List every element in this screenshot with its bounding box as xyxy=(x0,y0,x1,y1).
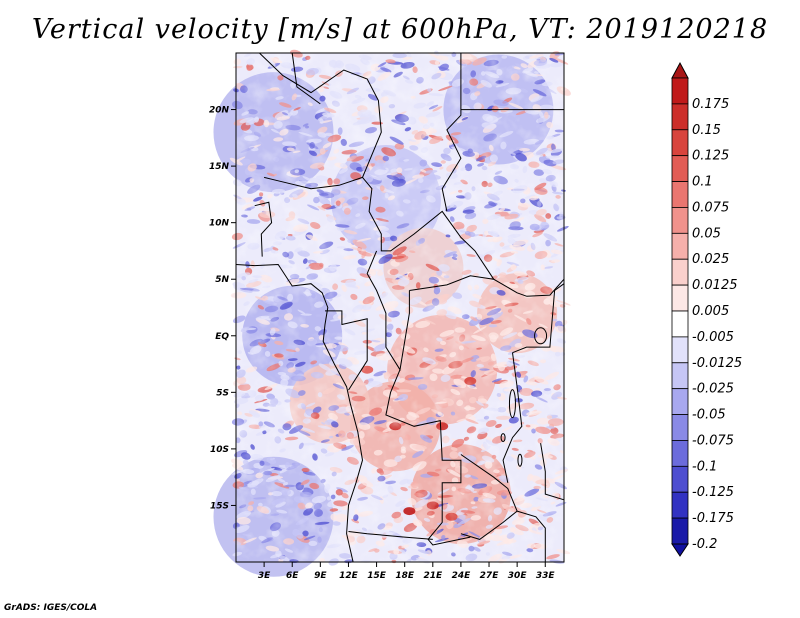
map-title: Vertical velocity [m/s] at 600hPa, VT: 2… xyxy=(31,14,769,45)
colorbar-swatch xyxy=(671,232,689,260)
colorbar-swatch xyxy=(671,77,689,105)
x-tick-label: 27E xyxy=(480,571,500,581)
x-tick-label: 18E xyxy=(395,571,415,581)
colorbar-swatch xyxy=(671,491,689,519)
colorbar-swatch xyxy=(671,414,689,441)
x-tick-label: 3E xyxy=(258,571,271,581)
x-tick-label: 33E xyxy=(536,571,556,581)
border-line xyxy=(259,52,527,297)
colorbar-label: -0.0125 xyxy=(692,356,742,371)
colorbar-swatch xyxy=(671,155,689,182)
border-line xyxy=(526,278,565,297)
colorbar-label: -0.2 xyxy=(692,537,717,552)
lake-outline xyxy=(500,433,506,443)
border-line xyxy=(263,176,363,190)
colorbar-swatch xyxy=(671,103,689,131)
colorbar: 0.175 0.15 0.125 0.1 0.075 0.05 0.025 0.0125 0.0… xyxy=(671,61,742,557)
x-tick-label: 21E xyxy=(423,571,443,581)
x-tick-label: 24E xyxy=(452,571,472,581)
border-line xyxy=(235,263,364,563)
colorbar-swatch xyxy=(671,181,689,208)
lake-outline xyxy=(534,327,548,345)
border-line xyxy=(291,52,321,105)
colorbar-label: -0.175 xyxy=(692,511,734,526)
colorbar-top-arrow xyxy=(671,61,689,79)
colorbar-label: 0.005 xyxy=(692,304,729,319)
colorbar-swatch xyxy=(671,336,689,364)
lake-outline xyxy=(517,453,523,467)
colorbar-label: -0.05 xyxy=(692,408,726,423)
x-tick-label: 12E xyxy=(339,571,359,581)
border-line xyxy=(348,531,433,540)
colorbar-label: 0.15 xyxy=(692,123,721,138)
border-line xyxy=(516,510,546,562)
colorbar-swatch xyxy=(671,284,689,312)
map-axes: 3E 6E 9E 12E 15E 18E 21E 24E 27E 30E 33E 20N 15N 10N 5… xyxy=(209,106,556,581)
y-tick-label: 10N xyxy=(209,219,230,229)
colorbar-label: -0.075 xyxy=(692,433,734,448)
colorbar-swatch xyxy=(671,207,689,234)
colorbar-swatch xyxy=(671,388,689,415)
y-tick-label: 15S xyxy=(210,501,229,511)
colorbar-swatch xyxy=(671,465,689,493)
colorbar-label: -0.125 xyxy=(692,485,734,500)
colorbar-swatch xyxy=(671,362,689,390)
y-tick-label: EQ xyxy=(215,332,229,342)
coastlines-and-borders xyxy=(235,52,565,563)
lake-outline xyxy=(508,389,516,419)
colorbar-label: 0.0125 xyxy=(692,278,738,293)
border-line xyxy=(325,310,368,391)
y-tick-label: 5N xyxy=(215,275,229,285)
y-tick-label: 10S xyxy=(210,445,229,455)
map-frame xyxy=(235,52,565,563)
colorbar-label: 0.125 xyxy=(692,149,729,164)
y-tick-label: 20N xyxy=(209,106,230,116)
map-panel xyxy=(213,49,571,577)
colorbar-swatch xyxy=(671,258,689,286)
border-line xyxy=(409,275,494,291)
colorbar-label: 0.025 xyxy=(692,252,729,267)
colorbar-swatch xyxy=(671,129,689,157)
border-line xyxy=(366,250,410,372)
colorbar-label: 0.075 xyxy=(692,200,729,215)
border-line xyxy=(512,283,565,354)
border-line xyxy=(540,443,565,501)
y-tick-label: 5S xyxy=(216,388,229,398)
colorbar-label: 0.1 xyxy=(692,175,713,190)
field-texture xyxy=(236,53,564,562)
x-tick-label: 6E xyxy=(286,571,299,581)
colorbar-label: -0.005 xyxy=(692,330,734,345)
colorbar-label: -0.1 xyxy=(692,459,717,474)
border-line xyxy=(502,352,523,483)
colorbar-swatch xyxy=(671,517,689,545)
y-tick-label: 15N xyxy=(209,162,230,172)
colorbar-label: 0.05 xyxy=(692,226,721,241)
x-tick-label: 15E xyxy=(367,571,387,581)
colorbar-bottom-arrow xyxy=(671,543,689,557)
x-tick-label: 9E xyxy=(314,571,327,581)
colorbar-swatch xyxy=(671,440,689,467)
colorbar-label: -0.025 xyxy=(692,382,734,397)
colorbar-label: 0.175 xyxy=(692,97,729,112)
border-line xyxy=(254,201,273,257)
colorbar-swatch xyxy=(671,310,689,338)
x-tick-label: 30E xyxy=(508,571,528,581)
grads-credit: GrADS: IGES/COLA xyxy=(4,603,98,613)
